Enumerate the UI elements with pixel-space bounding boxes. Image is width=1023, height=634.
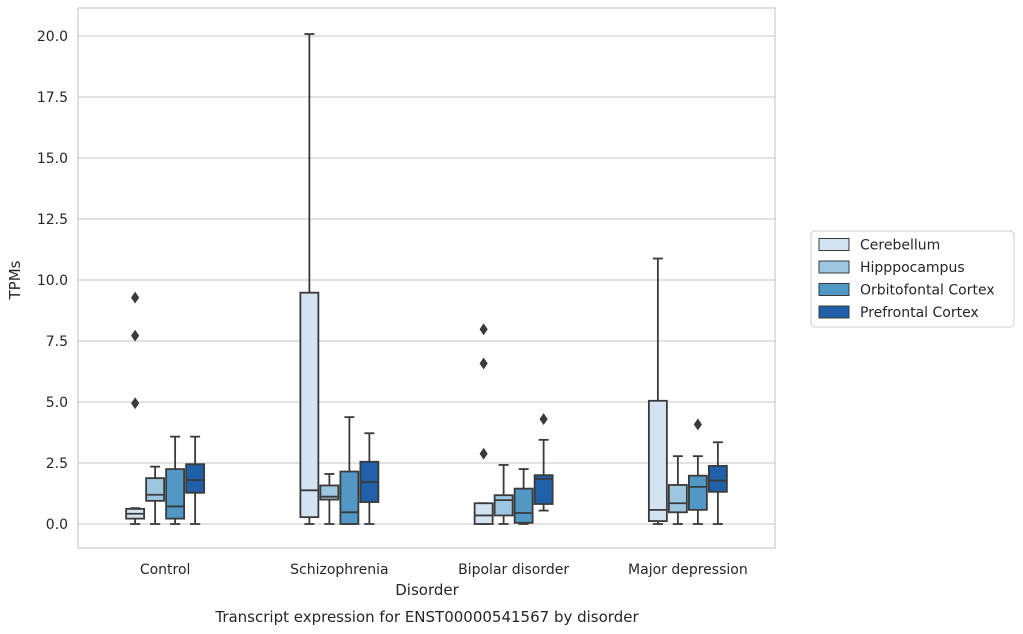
y-tick-label: 10.0 xyxy=(37,273,68,289)
box-orbitofontal-cortex xyxy=(513,468,534,525)
outlier-point xyxy=(131,397,140,410)
box-hipppocampus xyxy=(319,473,340,525)
box-iqr xyxy=(185,463,206,494)
box-hipppocampus xyxy=(493,464,514,525)
legend-label: Prefrontal Cortex xyxy=(860,305,979,321)
y-axis-label: TPMs xyxy=(6,260,24,300)
x-tick-label: Bipolar disorder xyxy=(458,562,569,578)
outlier-point xyxy=(131,329,140,342)
outlier-point xyxy=(131,291,140,304)
legend-label: Cerebellum xyxy=(860,238,940,254)
box-iqr xyxy=(493,494,514,517)
outlier-point xyxy=(479,357,488,370)
legend: Cerebellum Hipppocampus Orbitofontal Corte… xyxy=(810,230,1015,328)
legend-swatch xyxy=(818,260,850,274)
box-orbitofontal-cortex xyxy=(339,416,360,525)
box-iqr xyxy=(473,502,494,525)
box-iqr xyxy=(647,399,668,522)
box-iqr xyxy=(145,477,166,502)
gridlines xyxy=(78,35,775,525)
legend-swatch xyxy=(818,238,850,251)
legend-box xyxy=(810,230,1015,328)
chart-caption: Transcript expression for ENST0000054156… xyxy=(214,608,639,626)
outlier-point xyxy=(693,418,702,431)
x-axis-label: Disorder xyxy=(395,581,459,599)
y-tick-label: 2.5 xyxy=(46,456,68,472)
y-tick-label: 12.5 xyxy=(37,212,68,228)
y-tick-label: 0.0 xyxy=(46,517,68,533)
legend-label: Hipppocampus xyxy=(860,260,965,276)
box-cerebellum xyxy=(647,257,668,525)
outlier-point xyxy=(479,447,488,460)
y-tick-label: 15.0 xyxy=(37,151,68,167)
box-iqr xyxy=(299,291,320,519)
y-tick-labels: 0.0 2.5 5.0 7.5 10.0 12.5 15.0 17.5 20.0 xyxy=(37,29,68,533)
box-iqr xyxy=(339,470,360,525)
box-plot-area xyxy=(125,33,728,525)
plot-frame xyxy=(77,7,776,549)
box-prefrontal-cortex xyxy=(533,413,554,512)
box-prefrontal-cortex xyxy=(359,432,380,525)
box-hipppocampus xyxy=(667,455,688,525)
y-tick-label: 20.0 xyxy=(37,29,68,45)
box-iqr xyxy=(667,484,688,514)
y-tick-label: 17.5 xyxy=(37,90,68,106)
legend-label: Orbitofontal Cortex xyxy=(860,283,995,299)
x-tick-label: Major depression xyxy=(628,562,748,578)
x-tick-label: Schizophrenia xyxy=(290,562,388,578)
box-hipppocampus xyxy=(145,465,166,525)
outlier-point xyxy=(479,323,488,336)
x-tick-label: Control xyxy=(140,562,191,578)
box-iqr xyxy=(533,474,554,505)
box-cerebellum xyxy=(473,323,494,525)
box-prefrontal-cortex xyxy=(707,441,728,525)
outlier-point xyxy=(539,413,548,425)
box-iqr xyxy=(707,465,728,493)
y-tick-label: 5.0 xyxy=(46,395,68,411)
box-iqr xyxy=(687,474,708,511)
y-tick-label: 7.5 xyxy=(46,334,68,350)
box-prefrontal-cortex xyxy=(185,435,206,525)
legend-swatch xyxy=(818,305,850,319)
box-iqr xyxy=(165,468,186,520)
x-tick-labels: Control Schizophrenia Bipolar disorder Majo… xyxy=(140,562,748,578)
box-cerebellum xyxy=(299,33,320,525)
box-orbitofontal-cortex xyxy=(165,435,186,525)
legend-swatch xyxy=(818,283,850,296)
box-orbitofontal-cortex xyxy=(687,418,708,525)
box-iqr xyxy=(513,487,534,524)
box-cerebellum xyxy=(125,291,146,525)
